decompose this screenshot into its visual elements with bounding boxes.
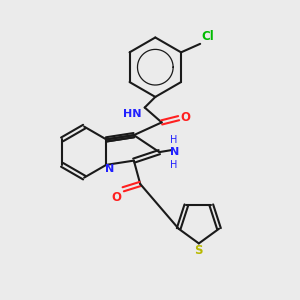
Text: N: N [105, 164, 114, 174]
Text: Cl: Cl [201, 30, 214, 43]
Text: O: O [181, 111, 191, 124]
Text: HN: HN [123, 109, 142, 118]
Text: H: H [170, 160, 178, 170]
Text: H: H [170, 135, 178, 145]
Text: N: N [169, 147, 179, 157]
Text: S: S [195, 244, 203, 257]
Text: O: O [111, 191, 121, 204]
